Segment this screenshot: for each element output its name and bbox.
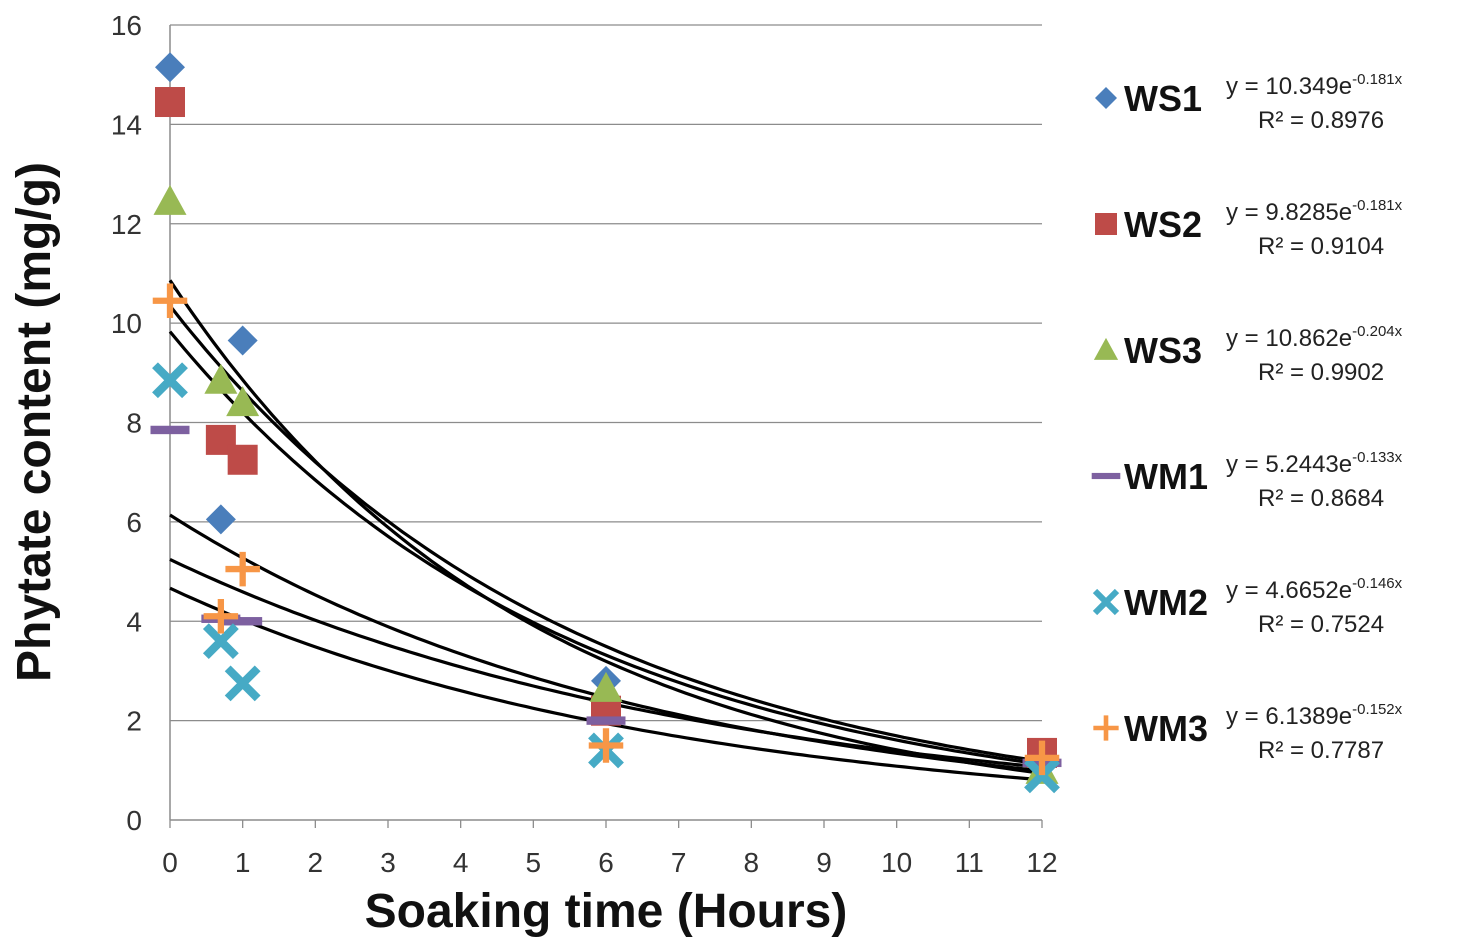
r-squared-wm3: R² = 0.7787: [1258, 737, 1384, 764]
point-wm3: [1024, 740, 1060, 776]
r-squared-ws1: R² = 0.8976: [1258, 107, 1384, 134]
point-wm2: [224, 665, 261, 702]
point-ws1: [155, 52, 185, 83]
y-tick-label: 16: [111, 10, 142, 41]
y-tick-label: 14: [111, 109, 142, 140]
x-axis-title: Soaking time (Hours): [365, 885, 848, 938]
point-wm2: [1024, 757, 1060, 794]
x-tick-label: 10: [881, 847, 912, 878]
legend-entry-wm1: WM1 y = 5.2443e-0.133x R² = 0.8684: [1091, 449, 1403, 512]
point-wm3: [225, 551, 260, 587]
point-ws3: [153, 184, 187, 215]
equation-ws2: y = 9.8285e-0.181x: [1226, 197, 1403, 226]
legend-label-wm2: WM2: [1124, 582, 1208, 623]
point-wm3: [203, 599, 239, 634]
x-tick-label: 1: [235, 847, 251, 878]
legend-entry-ws1: WS1 y = 10.349e-0.181x R² = 0.8976: [1095, 71, 1403, 134]
y-tick-label: 4: [126, 606, 142, 637]
point-wm1: [150, 425, 190, 435]
point-wm2: [152, 362, 188, 399]
legend-label-wm3: WM3: [1124, 708, 1208, 749]
x-tick-label: 5: [526, 847, 542, 878]
equation-ws3: y = 10.862e-0.204x: [1226, 323, 1403, 352]
point-wm3: [588, 728, 624, 763]
equation-ws1: y = 10.349e-0.181x: [1226, 71, 1403, 100]
point-wm3: [152, 283, 188, 319]
legend-marker-ws2: [1095, 213, 1117, 235]
legend-marker-wm3: [1093, 715, 1119, 741]
point-wm1: [223, 617, 263, 626]
x-tick-label: 7: [671, 847, 687, 878]
y-tick-label: 8: [126, 408, 142, 439]
point-ws1: [205, 504, 236, 535]
legend-marker-wm2: [1092, 588, 1120, 616]
point-ws3: [589, 671, 623, 702]
x-tick-label: 3: [380, 847, 396, 878]
legend-entry-wm2: WM2 y = 4.6652e-0.146x R² = 0.7524: [1092, 575, 1403, 638]
point-ws1: [227, 325, 258, 356]
equation-wm1: y = 5.2443e-0.133x: [1226, 449, 1403, 478]
x-tick-label: 2: [308, 847, 324, 878]
y-tick-label: 12: [111, 209, 142, 240]
equation-wm3: y = 6.1389e-0.152x: [1226, 701, 1403, 730]
r-squared-wm1: R² = 0.8684: [1258, 485, 1384, 512]
x-tick-label: 4: [453, 847, 469, 878]
legend-label-ws2: WS2: [1124, 204, 1202, 245]
legend-entry-ws3: WS3 y = 10.862e-0.204x R² = 0.9902: [1093, 323, 1403, 386]
point-ws3: [226, 386, 260, 417]
legend-marker-wm1: [1091, 472, 1121, 480]
y-tick-label: 0: [126, 805, 142, 836]
legend-entry-ws2: WS2 y = 9.8285e-0.181x R² = 0.9104: [1095, 197, 1403, 260]
x-tick-label: 9: [816, 847, 832, 878]
y-tick-label: 10: [111, 308, 142, 339]
y-tick-label: 6: [126, 507, 142, 538]
point-ws2: [227, 444, 258, 475]
x-tick-label: 11: [955, 847, 984, 878]
y-tick-label: 2: [126, 706, 142, 737]
trendline-ws2: [168, 330, 1043, 766]
r-squared-ws3: R² = 0.9902: [1258, 359, 1384, 386]
point-ws2: [155, 87, 185, 118]
y-axis-title: Phytate content (mg/g): [8, 162, 61, 682]
x-tick-label: 0: [162, 847, 178, 878]
legend: WS1 y = 10.349e-0.181x R² = 0.8976 WS2 y = 9…: [1091, 71, 1403, 764]
equation-wm2: y = 4.6652e-0.146x: [1226, 575, 1403, 604]
legend-label-ws1: WS1: [1124, 78, 1202, 119]
x-tick-label: 6: [598, 847, 614, 878]
legend-marker-ws1: [1095, 87, 1117, 109]
legend-label-ws3: WS3: [1124, 330, 1202, 371]
point-wm2: [202, 623, 239, 660]
legend-marker-ws3: [1093, 337, 1119, 360]
legend-label-wm1: WM1: [1124, 456, 1208, 497]
legend-entry-wm3: WM3 y = 6.1389e-0.152x R² = 0.7787: [1093, 701, 1403, 764]
x-tick-label: 8: [744, 847, 760, 878]
x-tick-label: 12: [1026, 847, 1057, 878]
r-squared-wm2: R² = 0.7524: [1258, 611, 1384, 638]
point-wm1: [586, 716, 626, 725]
data-points: [150, 52, 1062, 794]
axes: [169, 25, 1043, 828]
point-ws3: [204, 363, 238, 394]
r-squared-ws2: R² = 0.9104: [1258, 233, 1384, 260]
